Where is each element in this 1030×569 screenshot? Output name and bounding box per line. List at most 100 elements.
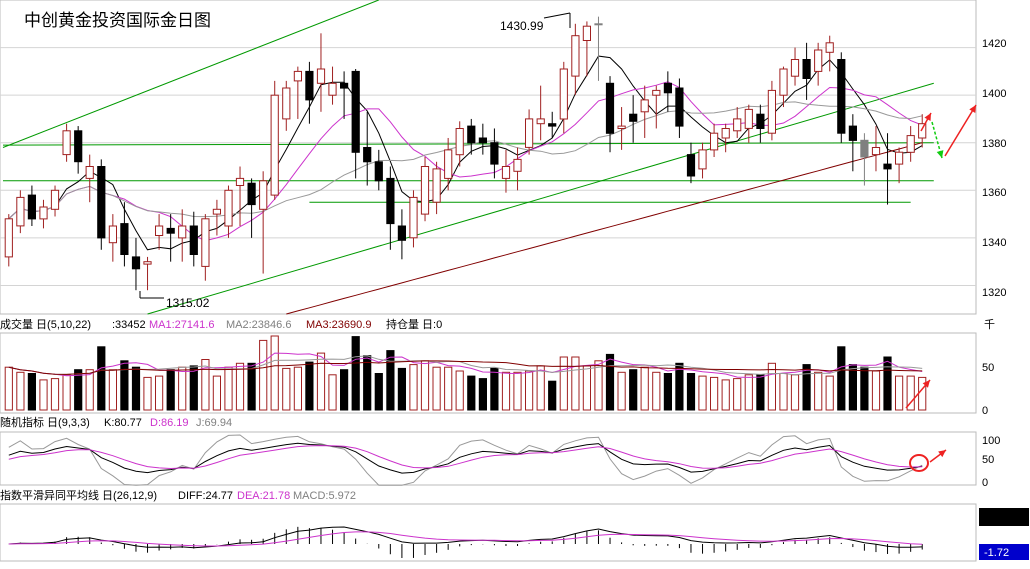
forecast-arrows — [905, 104, 977, 472]
candle-body — [686, 154, 696, 177]
volume-bar — [548, 380, 557, 411]
kdj-tick-100: 100 — [982, 435, 1000, 447]
volume-bar — [883, 356, 892, 411]
volume-bar — [790, 374, 800, 411]
kdj-k-line — [8, 442, 923, 474]
volume-bar — [351, 336, 360, 411]
candle-body — [235, 177, 245, 186]
price-panel-frame — [0, 0, 977, 315]
volume-bar — [328, 374, 337, 411]
volume-bar — [363, 355, 372, 411]
macd-diff-line — [8, 526, 923, 549]
low-price-label: 1315.02 — [166, 296, 210, 310]
macd-axis-value-box — [979, 544, 1029, 560]
macd-dea-value: DEA:21.78 — [237, 490, 290, 502]
volume-bar — [860, 366, 869, 411]
volume-bar — [432, 366, 441, 411]
price-tick-1380: 1380 — [982, 138, 1006, 150]
candle-body — [316, 68, 326, 84]
volume-bar — [131, 366, 141, 411]
candle-body — [420, 166, 430, 215]
volume-bar — [316, 352, 326, 411]
candle-body — [189, 225, 198, 255]
volume-bar — [409, 364, 418, 411]
candle-body — [50, 189, 60, 210]
candle-body — [131, 256, 141, 270]
volume-bar — [39, 379, 48, 411]
volume-bar — [756, 374, 765, 411]
open-interest: 持仓量 日:0 — [386, 317, 442, 331]
volume-bar — [837, 346, 846, 411]
candle-body — [374, 161, 383, 182]
volume-bar — [143, 376, 152, 411]
volume-tick-0: 0 — [982, 405, 988, 417]
candle-body — [143, 261, 152, 265]
candle-body — [513, 158, 522, 172]
candle-body — [386, 177, 395, 225]
volume-bar — [74, 369, 83, 411]
volume-bar — [374, 373, 383, 411]
volume-indicator-name: 成交量 日(5,10,22) — [0, 317, 91, 331]
volume-bar — [490, 367, 499, 411]
candle-body — [62, 130, 71, 156]
candle-body — [270, 94, 279, 196]
volume-bar — [155, 375, 164, 411]
candle-body — [212, 208, 222, 215]
macd-value: MACD:5.972 — [293, 490, 356, 502]
volume-bar — [224, 366, 233, 411]
kdj-j-value: J:69.94 — [196, 417, 232, 429]
candle-body — [790, 59, 800, 77]
volume-bar — [895, 375, 904, 411]
candle-body — [883, 163, 892, 170]
volume-bar — [721, 379, 730, 411]
candle-body — [478, 137, 487, 144]
volume-bar — [582, 365, 591, 411]
volume-bar — [663, 373, 672, 411]
price-grid — [0, 47, 976, 286]
candle-body — [779, 68, 788, 96]
candle-body — [536, 118, 545, 125]
candle-body — [525, 118, 534, 148]
high-leader-line — [543, 12, 571, 19]
candle-body — [582, 25, 591, 42]
red-arrow-short-head — [924, 113, 931, 121]
volume-bar — [4, 366, 13, 411]
green-arrow-down-head — [936, 150, 944, 158]
volume-bar — [270, 335, 279, 411]
candle-body — [559, 68, 568, 120]
candle-body — [16, 196, 25, 227]
candle-body — [918, 123, 927, 139]
volume-bar — [420, 360, 430, 411]
volume-bar — [744, 374, 753, 411]
volume-bars — [4, 335, 927, 411]
volume-bar — [282, 367, 291, 411]
volume-bar — [386, 350, 395, 411]
candle-body — [721, 128, 730, 139]
ma10-line — [8, 81, 923, 242]
price-tick-1400: 1400 — [982, 88, 1006, 100]
macd-panel-frame — [0, 503, 977, 562]
candle-body — [814, 49, 823, 72]
candle-body — [605, 82, 615, 134]
candle-body — [733, 118, 742, 132]
volume-bar — [871, 370, 881, 411]
volume-ma3: MA3:23690.9 — [306, 319, 371, 331]
candle-body — [675, 87, 684, 127]
volume-bar — [698, 375, 707, 411]
volume-bar — [467, 375, 476, 411]
volume-bar — [97, 346, 106, 411]
candle-body — [74, 130, 83, 163]
volume-bar — [340, 369, 349, 411]
red-arrow-up — [944, 104, 977, 157]
volume-bar — [85, 369, 94, 411]
candle-body — [895, 151, 904, 165]
volume-bar — [478, 378, 487, 411]
red-arrow-up-shaft — [944, 104, 977, 157]
candle-body — [825, 42, 834, 53]
volume-bar — [305, 361, 314, 411]
candle-body — [328, 82, 337, 96]
candle-body — [571, 35, 580, 77]
volume-bar — [906, 375, 915, 411]
candle-body — [247, 182, 256, 206]
